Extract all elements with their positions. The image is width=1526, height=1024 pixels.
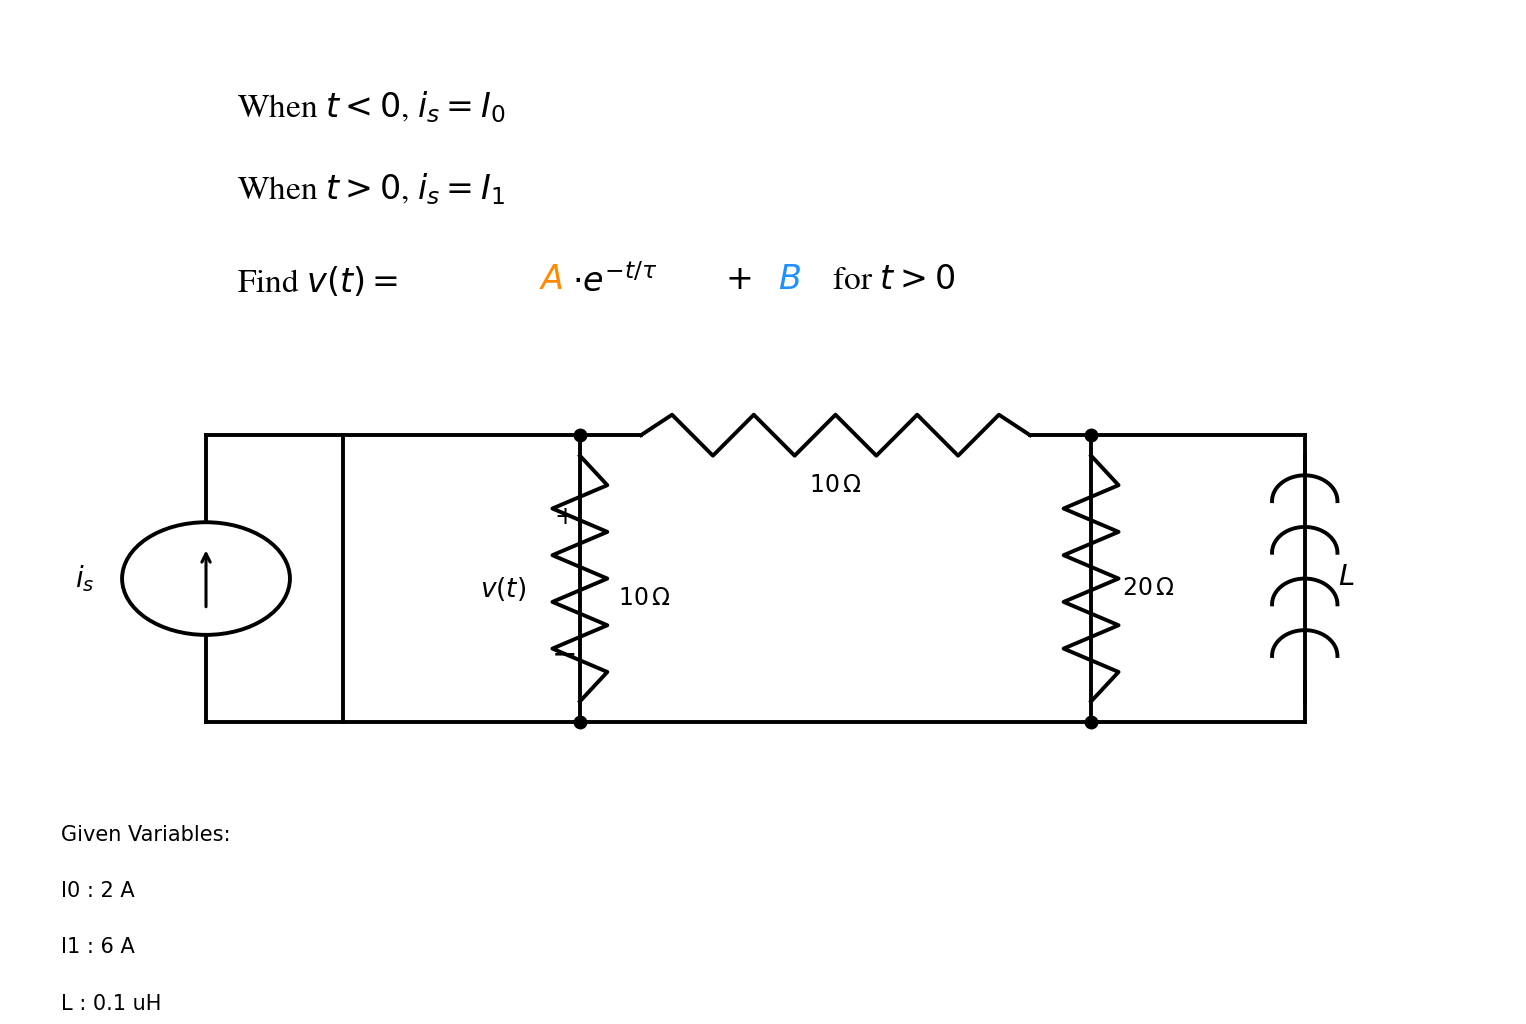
Text: $\cdot e^{-t/\tau}$: $\cdot e^{-t/\tau}$ bbox=[572, 264, 658, 299]
Text: for $t > 0$: for $t > 0$ bbox=[816, 267, 955, 296]
Text: $L$: $L$ bbox=[1338, 566, 1355, 591]
Text: $20\,\Omega$: $20\,\Omega$ bbox=[1122, 578, 1175, 600]
Text: $10\,\Omega$: $10\,\Omega$ bbox=[618, 588, 671, 610]
Text: L : 0.1 uH: L : 0.1 uH bbox=[61, 993, 162, 1014]
Text: Given Variables:: Given Variables: bbox=[61, 824, 230, 845]
Text: $+$: $+$ bbox=[725, 267, 751, 296]
Text: −: − bbox=[552, 641, 577, 670]
Text: $10\,\Omega$: $10\,\Omega$ bbox=[809, 475, 862, 498]
Text: $i_s$: $i_s$ bbox=[75, 563, 95, 594]
Text: Find $v(t) = $: Find $v(t) = $ bbox=[237, 264, 398, 299]
Text: $v(t)$: $v(t)$ bbox=[481, 574, 526, 603]
Text: $A$: $A$ bbox=[539, 267, 563, 296]
Text: When $t > 0$, $i_s = I_1$: When $t > 0$, $i_s = I_1$ bbox=[237, 172, 505, 207]
Text: $B$: $B$ bbox=[778, 267, 801, 296]
Text: +: + bbox=[554, 505, 575, 529]
Text: When $t < 0$, $i_s = I_0$: When $t < 0$, $i_s = I_0$ bbox=[237, 90, 505, 125]
Text: I0 : 2 A: I0 : 2 A bbox=[61, 881, 134, 901]
Text: I1 : 6 A: I1 : 6 A bbox=[61, 937, 134, 957]
